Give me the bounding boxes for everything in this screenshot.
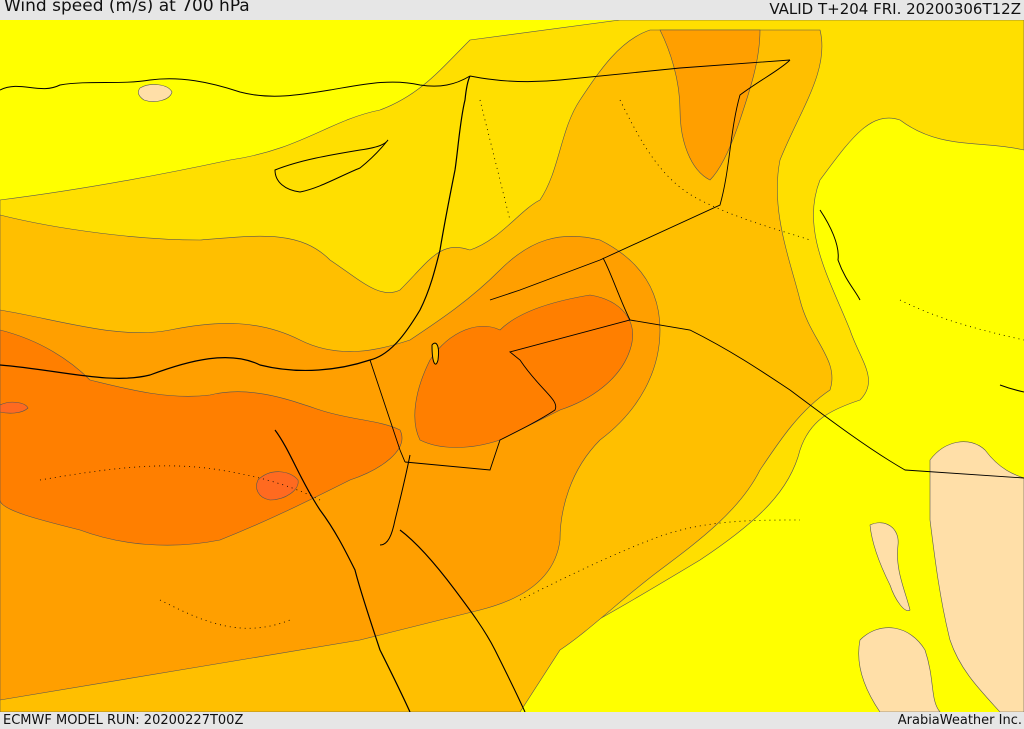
arabian-red-sea-coast — [399, 529, 526, 712]
red-sea-coastline — [274, 429, 411, 712]
band-peach-red-sea — [869, 522, 911, 611]
dotted-boundary-3 — [619, 99, 811, 241]
model-run-label: ECMWF MODEL RUN: 20200227T00Z — [3, 713, 244, 728]
persian-gulf-coast-2 — [999, 384, 1024, 393]
border-jordan-saudi — [404, 319, 1024, 479]
dotted-boundary-5 — [899, 299, 1024, 341]
bottom-info-bar: ECMWF MODEL RUN: 20200227T00Z ArabiaWeat… — [0, 712, 1024, 729]
border-egypt-libya — [369, 359, 406, 463]
cyprus-outline — [274, 139, 389, 193]
persian-gulf-coast — [819, 209, 861, 301]
band-peach-west — [138, 84, 173, 102]
turkey-coastline — [0, 75, 471, 97]
map-canvas — [0, 20, 1024, 712]
border-iraq-saudi — [602, 257, 631, 321]
dead-sea — [431, 342, 439, 365]
band-peach-south — [858, 627, 941, 712]
border-iraq-syria — [489, 59, 791, 301]
wind-speed-map — [0, 20, 1024, 712]
band-dark-orange-east — [414, 294, 633, 448]
band-red-orange-small — [0, 401, 29, 414]
gulf-of-aqaba — [379, 454, 411, 546]
border-turkey-syria — [469, 59, 791, 83]
top-title-bar: Wind speed (m/s) at 700 hPa VALID T+204 … — [0, 0, 1024, 20]
map-title: Wind speed (m/s) at 700 hPa — [4, 0, 250, 16]
band-red-orange — [256, 471, 299, 501]
credit-label: ArabiaWeather Inc. — [897, 713, 1022, 728]
valid-time-label: VALID T+204 FRI. 20200306T12Z — [769, 0, 1021, 18]
mediterranean-coastline — [0, 75, 471, 379]
band-peach-east — [929, 441, 1024, 712]
